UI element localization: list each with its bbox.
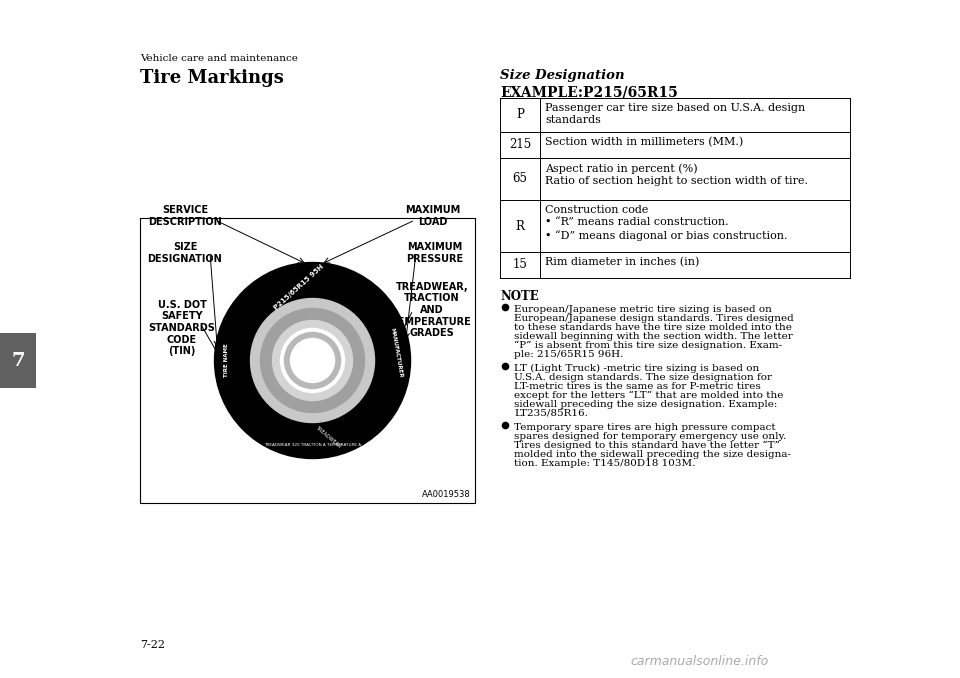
Circle shape [273, 321, 352, 401]
Text: to these standards have the tire size molded into the: to these standards have the tire size mo… [514, 323, 792, 332]
Text: LT235/85R16.: LT235/85R16. [514, 409, 588, 418]
FancyBboxPatch shape [140, 218, 475, 503]
Text: sidewall preceding the size designation. Example:: sidewall preceding the size designation.… [514, 400, 778, 409]
Text: R: R [516, 220, 524, 233]
Text: “P” is absent from this tire size designation. Exam-: “P” is absent from this tire size design… [514, 341, 782, 351]
Text: U.S. DOT
SAFETY
STANDARDS
CODE
(TIN): U.S. DOT SAFETY STANDARDS CODE (TIN) [149, 300, 215, 356]
Text: Rim diameter in inches (in): Rim diameter in inches (in) [545, 257, 700, 267]
Text: Construction code
• “R” means radial construction.
• “D” means diagonal or bias : Construction code • “R” means radial con… [545, 205, 787, 241]
Text: Tires designed to this standard have the letter “T”: Tires designed to this standard have the… [514, 441, 780, 450]
Text: European/Japanese design standards. Tires designed: European/Japanese design standards. Tire… [514, 314, 794, 323]
Text: NOTE: NOTE [500, 290, 539, 303]
Text: 7: 7 [12, 351, 25, 370]
Circle shape [214, 262, 411, 458]
Text: molded into the sidewall preceding the size designa-: molded into the sidewall preceding the s… [514, 450, 791, 459]
Text: EXAMPLE:P215/65R15: EXAMPLE:P215/65R15 [500, 86, 678, 100]
Text: tion. Example: T145/80D18 103M.: tion. Example: T145/80D18 103M. [514, 459, 695, 468]
Text: Temporary spare tires are high pressure compact: Temporary spare tires are high pressure … [514, 423, 776, 432]
Text: 65: 65 [513, 172, 527, 186]
Text: LT-metric tires is the same as for P-metric tires: LT-metric tires is the same as for P-met… [514, 382, 760, 391]
Text: MAXIMUM
PRESSURE: MAXIMUM PRESSURE [406, 242, 464, 264]
Text: TREADWEAR,
TRACTION
AND
TEMPERATURE
GRADES: TREADWEAR, TRACTION AND TEMPERATURE GRAD… [392, 282, 472, 338]
Text: Aspect ratio in percent (%)
Ratio of section height to section width of tire.: Aspect ratio in percent (%) Ratio of sec… [545, 163, 808, 186]
Text: spares designed for temporary emergency use only.: spares designed for temporary emergency … [514, 432, 786, 441]
Text: Passenger car tire size based on U.S.A. design
standards: Passenger car tire size based on U.S.A. … [545, 103, 805, 125]
Text: LT (Light Truck) -metric tire sizing is based on: LT (Light Truck) -metric tire sizing is … [514, 364, 759, 373]
Text: Section width in millimeters (MM.): Section width in millimeters (MM.) [545, 137, 743, 147]
Text: Vehicle care and maintenance: Vehicle care and maintenance [140, 54, 298, 63]
FancyBboxPatch shape [0, 333, 36, 388]
Circle shape [291, 338, 334, 382]
Text: TIRE NAME: TIRE NAME [224, 344, 229, 378]
Text: MAXIMUM
LOAD: MAXIMUM LOAD [405, 205, 461, 227]
Text: European/Japanese metric tire sizing is based on: European/Japanese metric tire sizing is … [514, 305, 772, 314]
Circle shape [260, 308, 365, 412]
Circle shape [284, 332, 341, 388]
Text: P215/65R15 95H: P215/65R15 95H [273, 264, 324, 311]
Text: AA0019538: AA0019538 [422, 490, 471, 499]
Text: carmanualsonline.info: carmanualsonline.info [631, 655, 769, 668]
Text: 7-22: 7-22 [140, 640, 165, 650]
Text: 215: 215 [509, 138, 531, 151]
Text: TREADWEAR: TREADWEAR [314, 424, 341, 449]
Text: U.S.A. design standards. The size designation for: U.S.A. design standards. The size design… [514, 373, 772, 382]
Text: 15: 15 [513, 258, 527, 271]
Text: Tire Markings: Tire Markings [140, 69, 284, 87]
Text: sidewall beginning with the section width. The letter: sidewall beginning with the section widt… [514, 332, 793, 341]
Text: P: P [516, 108, 524, 121]
Circle shape [251, 298, 374, 422]
Text: SIZE
DESIGNATION: SIZE DESIGNATION [148, 242, 223, 264]
Text: ple: 215/65R15 96H.: ple: 215/65R15 96H. [514, 350, 623, 359]
Text: TREADWEAR 320 TRACTION A TEMPERATURE A: TREADWEAR 320 TRACTION A TEMPERATURE A [264, 443, 361, 447]
Text: Size Designation: Size Designation [500, 69, 625, 82]
Text: except for the letters “LT” that are molded into the: except for the letters “LT” that are mol… [514, 391, 783, 400]
Text: MANUFACTURER: MANUFACTURER [390, 327, 403, 378]
Circle shape [280, 329, 345, 393]
Text: SERVICE
DESCRIPTION: SERVICE DESCRIPTION [148, 205, 222, 227]
